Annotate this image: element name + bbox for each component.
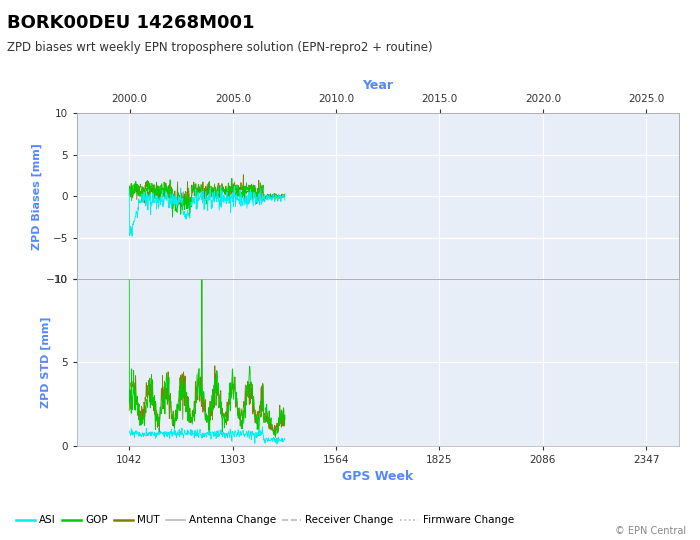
Text: BORK00DEU 14268M001: BORK00DEU 14268M001 bbox=[7, 14, 255, 31]
Y-axis label: ZPD STD [mm]: ZPD STD [mm] bbox=[41, 317, 50, 408]
X-axis label: GPS Week: GPS Week bbox=[342, 470, 414, 483]
Y-axis label: ZPD Biases [mm]: ZPD Biases [mm] bbox=[32, 143, 42, 250]
X-axis label: Year: Year bbox=[363, 79, 393, 92]
Legend: ASI, GOP, MUT, Antenna Change, Receiver Change, Firmware Change: ASI, GOP, MUT, Antenna Change, Receiver … bbox=[12, 511, 518, 529]
Text: ZPD biases wrt weekly EPN troposphere solution (EPN-repro2 + routine): ZPD biases wrt weekly EPN troposphere so… bbox=[7, 40, 433, 53]
Text: © EPN Central: © EPN Central bbox=[615, 525, 686, 536]
